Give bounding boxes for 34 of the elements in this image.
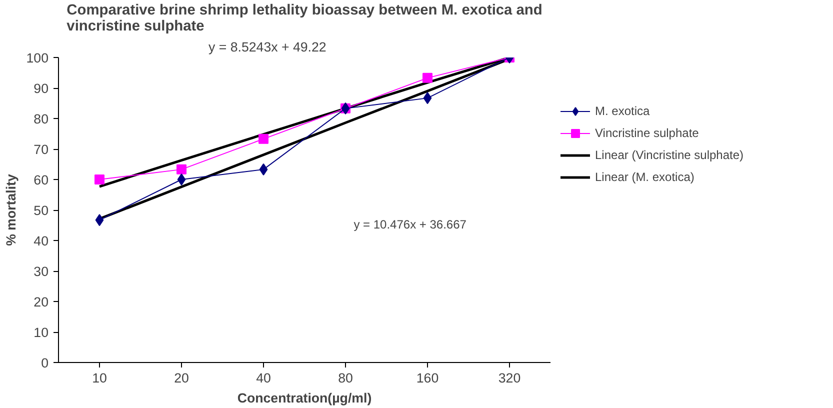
point — [95, 214, 104, 226]
y-tick-label: 30 — [34, 264, 49, 279]
y-tick-label: 90 — [34, 81, 49, 96]
x-tick-label: 160 — [416, 370, 439, 386]
y-tick-label: 10 — [34, 325, 49, 340]
point — [423, 92, 432, 104]
y-tick-label: 70 — [34, 142, 49, 157]
point — [258, 134, 268, 144]
point — [94, 174, 104, 184]
legend-label: Vincristine sulphate — [595, 126, 699, 140]
y-tick-label: 100 — [26, 50, 49, 66]
y-tick-label: 20 — [34, 294, 49, 310]
point — [176, 164, 186, 174]
y-axis-title: % mortality — [3, 173, 18, 246]
legend-label: Linear (M. exotica) — [595, 170, 694, 184]
x-tick-label: 320 — [498, 370, 521, 386]
y-tick-label: 50 — [34, 203, 49, 218]
x-tick-label: 10 — [92, 370, 107, 386]
chart-title: Comparative brine shrimp lethality bioassay between M. exotica and vincristine sulphate — [66, 2, 542, 34]
legend-label: Linear (Vincristine sulphate) — [595, 148, 744, 162]
y-tick-label: 60 — [34, 172, 49, 188]
x-tick-label: 80 — [338, 370, 353, 386]
text: y = 8.5243x + 49.22 — [208, 40, 326, 54]
point — [259, 163, 268, 176]
x-tick-label: 20 — [174, 370, 189, 386]
y-tick-label: 80 — [34, 112, 49, 126]
y-tick-label: 40 — [34, 234, 49, 248]
point — [422, 72, 432, 83]
point — [177, 174, 186, 186]
annotation: y = 10.476x + 36.667 — [354, 217, 467, 232]
x-tick-label: 40 — [256, 370, 271, 386]
legend-label: M. exotica — [595, 104, 650, 118]
x-axis-title: Concentration(µg/ml) — [237, 390, 372, 406]
y-tick-label: 0 — [41, 356, 49, 370]
